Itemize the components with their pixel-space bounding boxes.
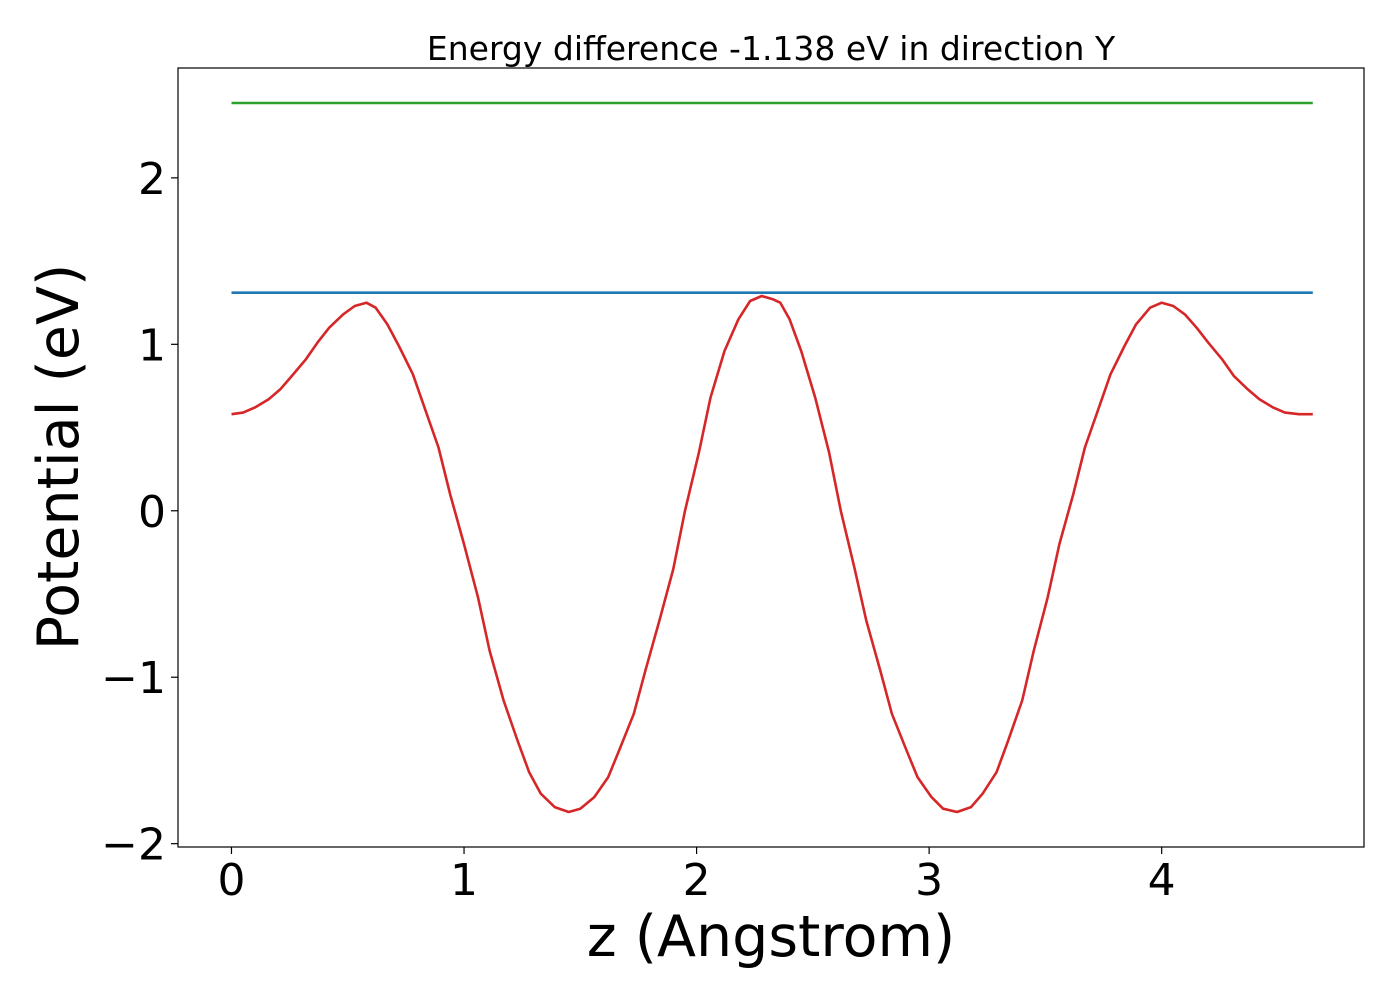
x-tick-label: 4 xyxy=(1148,855,1176,906)
y-axis-label: Potential (eV) xyxy=(26,264,92,650)
y-tick-label: −2 xyxy=(101,820,166,871)
x-axis-label: z (Angstrom) xyxy=(587,904,955,970)
y-tick-label: 0 xyxy=(138,487,166,538)
plot-area xyxy=(231,101,1313,814)
y-tick-label: 1 xyxy=(138,320,166,371)
x-tick-label: 1 xyxy=(450,855,478,906)
series-line-2 xyxy=(231,294,1313,814)
x-tick-label: 0 xyxy=(217,855,245,906)
y-tick-label: 2 xyxy=(138,154,166,205)
chart-title: Energy difference -1.138 eV in direction… xyxy=(427,29,1116,68)
y-tick-label: −1 xyxy=(101,653,166,704)
x-tick-label: 3 xyxy=(915,855,943,906)
plot-frame xyxy=(177,67,1365,848)
x-axis: 0 1 2 3 4 xyxy=(217,847,1176,906)
x-tick-label: 2 xyxy=(683,855,711,906)
y-axis: −2 −1 0 1 2 xyxy=(101,154,178,871)
